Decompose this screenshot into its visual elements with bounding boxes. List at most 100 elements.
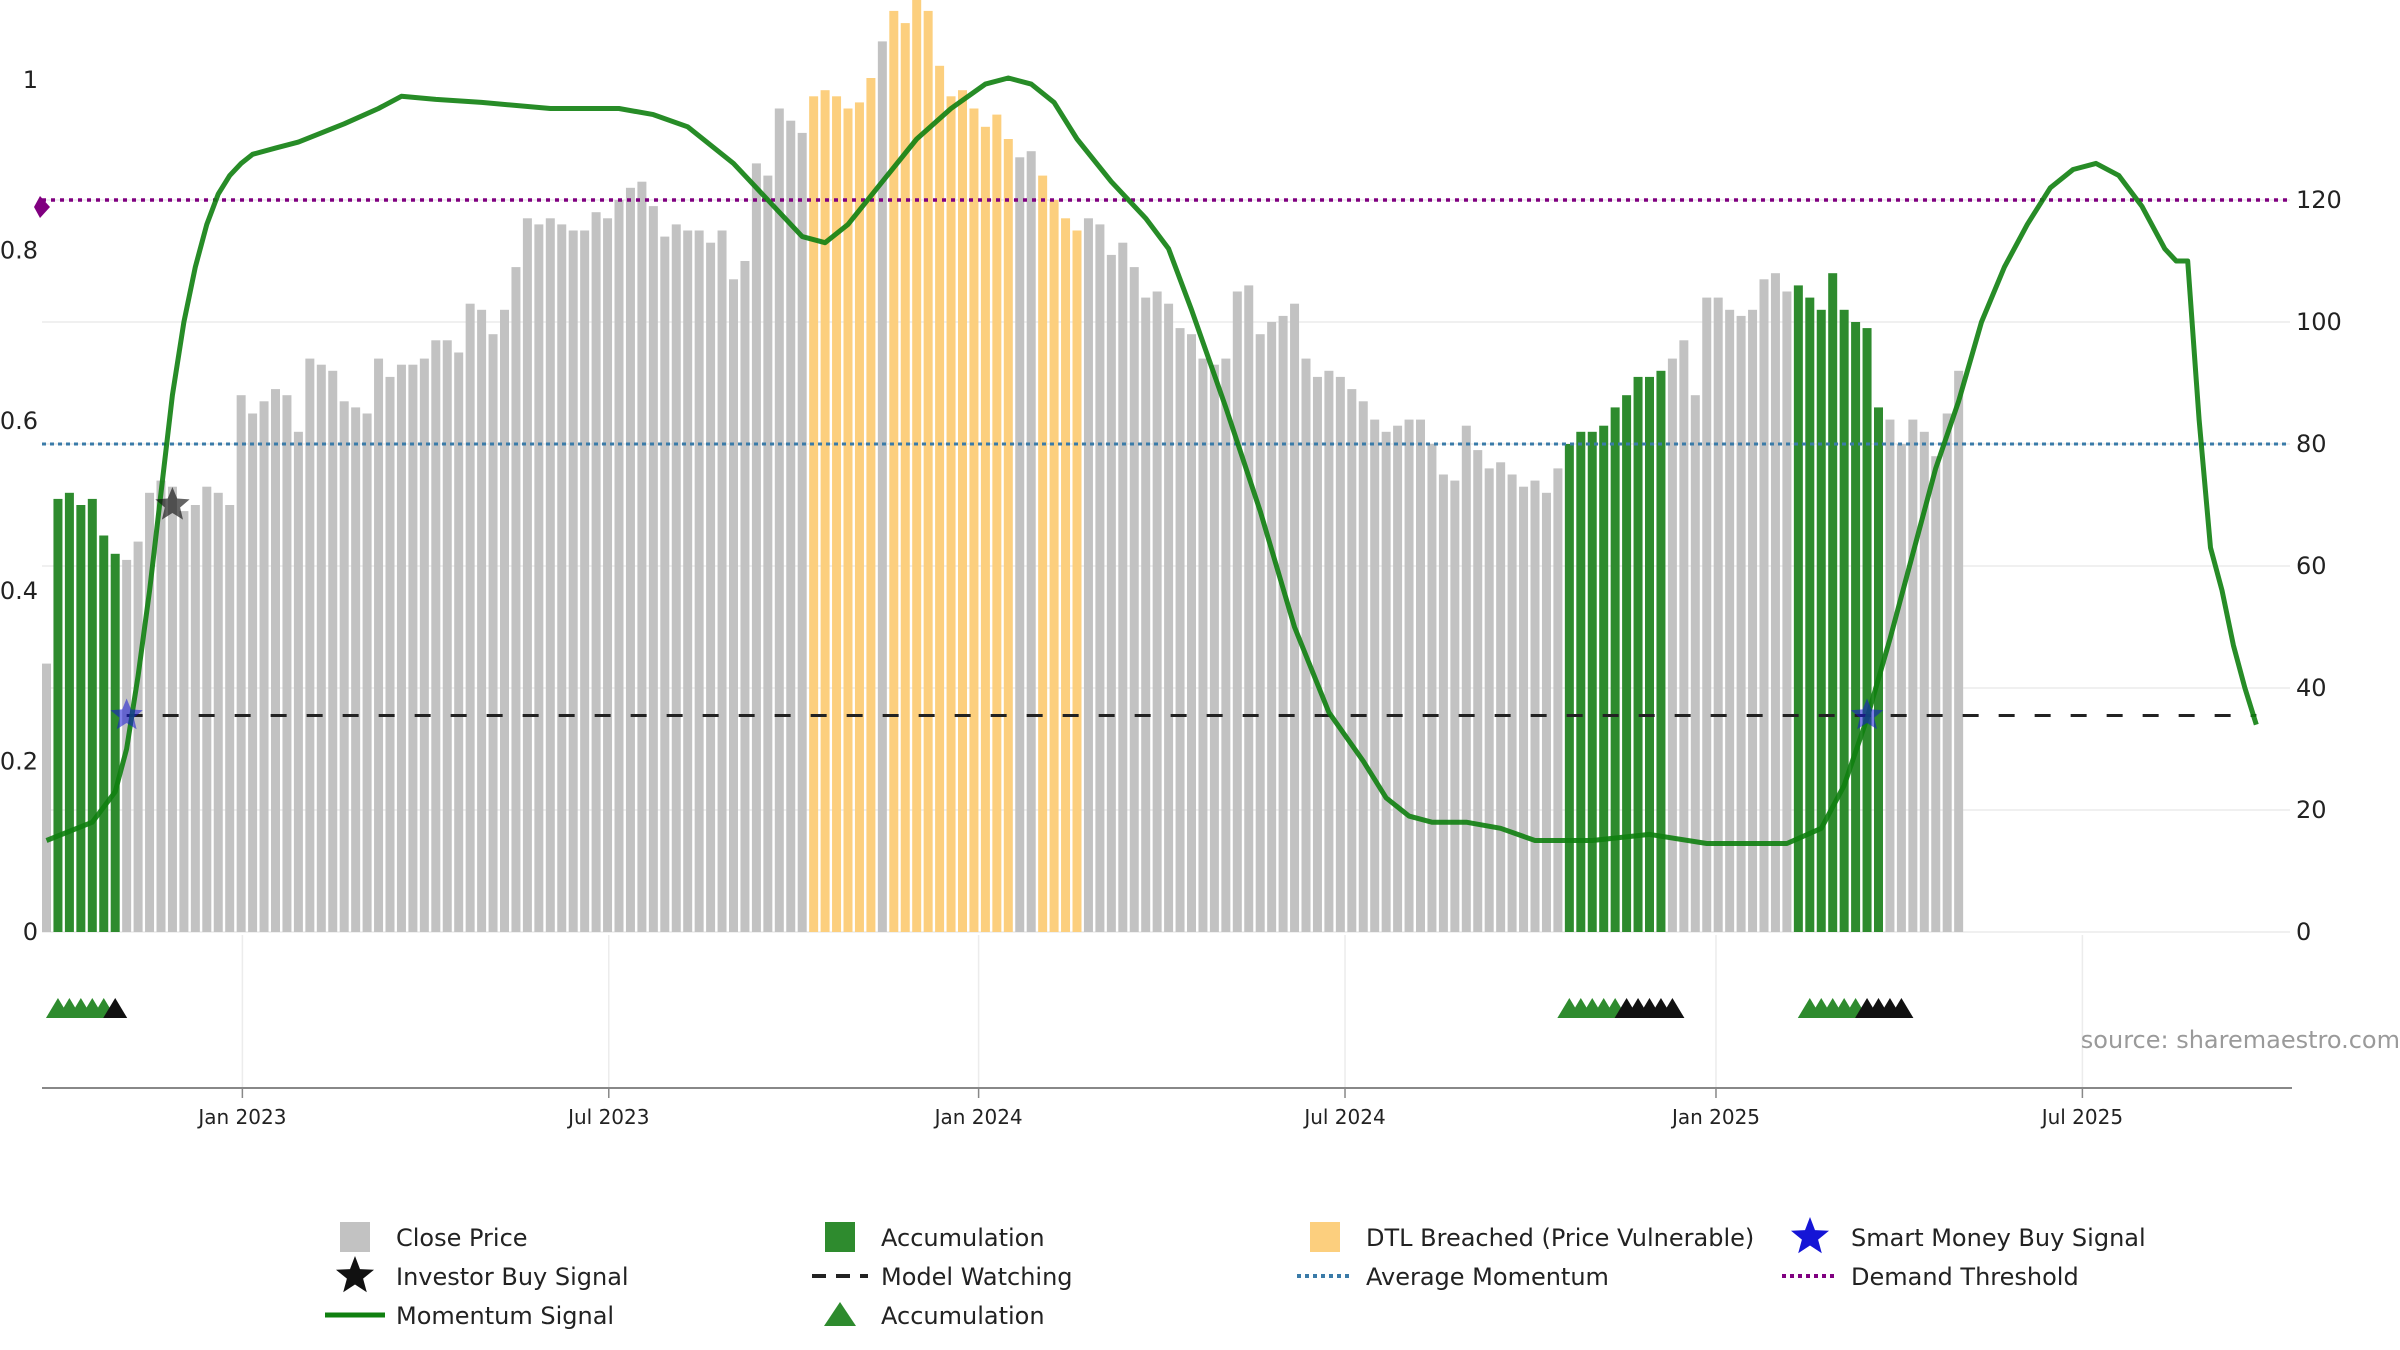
- close-price-bar: [179, 511, 189, 932]
- x-tick-label: Jan 2024: [933, 1105, 1023, 1129]
- close-price-bar: [1725, 309, 1735, 932]
- legend-swatch-star: [1791, 1217, 1829, 1254]
- close-price-bar: [259, 401, 269, 932]
- close-price-bar: [580, 230, 590, 932]
- close-price-bar: [1221, 358, 1231, 933]
- close-price-bar: [1541, 492, 1551, 932]
- right-tick-label: 60: [2296, 552, 2327, 580]
- close-price-bar: [1175, 328, 1185, 933]
- legend-label: Close Price: [396, 1224, 528, 1252]
- dtl-breached-bar: [980, 126, 990, 933]
- close-price-bar: [431, 340, 441, 932]
- reference-lines: [34, 196, 2290, 717]
- x-tick-label: Jan 2025: [1670, 1105, 1760, 1129]
- close-price-bar: [1473, 450, 1483, 932]
- close-price-bar: [648, 206, 658, 933]
- legend-item: Average Momentum: [1297, 1263, 1609, 1291]
- close-price-bar: [190, 505, 200, 932]
- close-price-bar: [1416, 419, 1425, 933]
- legend-swatch-square: [1310, 1222, 1340, 1252]
- accumulation-bar: [1576, 431, 1586, 932]
- close-price-bar: [202, 486, 212, 932]
- close-price-bar: [1278, 315, 1288, 932]
- close-price-bar: [248, 413, 258, 932]
- close-price-bar: [465, 303, 475, 932]
- legend-label: Accumulation: [881, 1302, 1045, 1330]
- close-price-bar: [419, 358, 429, 933]
- close-price-bar: [1942, 413, 1952, 932]
- close-price-bar: [488, 334, 498, 932]
- close-price-bar: [763, 175, 773, 933]
- close-price-bar: [236, 395, 246, 932]
- close-price-bar: [1450, 480, 1460, 932]
- close-price-bar: [1679, 340, 1689, 932]
- close-price-bar: [1324, 370, 1334, 932]
- dtl-breached-bar: [854, 102, 864, 932]
- accumulation-bar: [53, 498, 63, 932]
- close-price-bar: [1118, 242, 1128, 932]
- left-tick-label: 0.2: [0, 748, 38, 776]
- legend-item: Close Price: [340, 1222, 528, 1252]
- close-price-bar: [1381, 431, 1391, 932]
- legend-item: Momentum Signal: [325, 1302, 614, 1330]
- close-price-bar: [156, 480, 166, 932]
- legend-label: Smart Money Buy Signal: [1851, 1224, 2146, 1252]
- close-price-bar: [1015, 157, 1025, 933]
- accumulation-bar: [87, 498, 97, 932]
- close-price-bar: [1759, 279, 1769, 932]
- accumulation-bar: [1587, 431, 1597, 932]
- close-price-bar: [1312, 376, 1322, 932]
- dtl-breached-bar: [1049, 200, 1059, 932]
- watching-triangle: [103, 998, 128, 1018]
- close-price-bar: [1530, 480, 1540, 932]
- close-price-bar: [328, 370, 338, 932]
- close-price-bar: [133, 541, 143, 932]
- close-price-bar: [625, 187, 635, 933]
- close-price-bar: [339, 401, 349, 932]
- close-price-bar: [729, 279, 738, 932]
- close-price-bar: [1106, 254, 1116, 932]
- close-price-bar: [1908, 419, 1918, 933]
- close-price-bar: [1358, 401, 1368, 932]
- source-label: source: sharemaestro.com: [2081, 1026, 2400, 1054]
- smart-money-buy-signal-star: [1850, 698, 1884, 730]
- close-price-bar: [660, 236, 670, 933]
- close-price-bar: [706, 242, 716, 932]
- close-price-bar: [683, 230, 693, 932]
- dtl-breached-bar: [958, 90, 967, 932]
- dtl-breached-bar: [889, 10, 899, 932]
- close-price-bar: [1427, 444, 1437, 932]
- dtl-breached-bar: [1061, 218, 1071, 933]
- close-price-bar: [1187, 334, 1196, 932]
- legend-swatch-star: [336, 1256, 374, 1293]
- dtl-breached-bar: [1003, 139, 1013, 932]
- close-price-bar: [1484, 468, 1494, 932]
- x-tick-label: Jul 2023: [566, 1105, 649, 1129]
- legend-label: DTL Breached (Price Vulnerable): [1366, 1224, 1754, 1252]
- legend-item: Accumulation: [825, 1222, 1045, 1252]
- close-price-bar: [774, 108, 784, 932]
- close-price-bar: [1129, 267, 1139, 933]
- right-tick-label: 100: [2296, 308, 2342, 336]
- x-tick-label: Jul 2025: [2040, 1105, 2123, 1129]
- close-price-bar: [1885, 419, 1895, 933]
- close-price-bar: [1370, 419, 1380, 933]
- close-price-bar: [1301, 358, 1311, 933]
- close-price-bar: [1919, 431, 1929, 932]
- close-price-bar: [751, 163, 761, 932]
- close-price-bar: [1496, 462, 1506, 932]
- close-price-bar: [1667, 358, 1677, 933]
- legend-swatch-square: [340, 1222, 370, 1252]
- accumulation-markers: [45, 998, 1914, 1018]
- close-price-bar: [408, 364, 418, 932]
- close-price-bar: [1267, 322, 1277, 932]
- close-price-bar: [1244, 285, 1254, 932]
- close-price-bar: [1702, 297, 1712, 933]
- close-price-bar: [1095, 224, 1105, 932]
- close-price-bar: [877, 41, 887, 932]
- close-price-bar: [271, 389, 280, 933]
- accumulation-bar: [1633, 376, 1643, 932]
- close-price-bar: [454, 352, 464, 932]
- accumulation-bar: [1599, 425, 1609, 932]
- signal-markers: [110, 487, 1884, 730]
